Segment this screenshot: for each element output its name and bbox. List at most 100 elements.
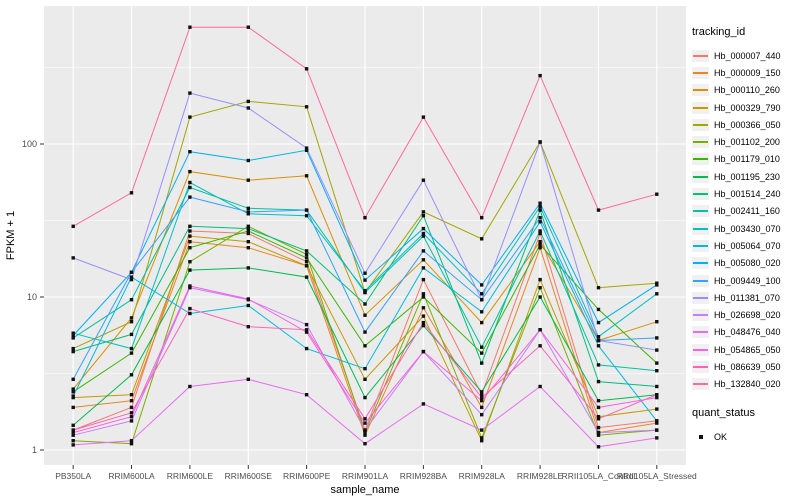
legend-key-icon <box>692 309 709 322</box>
data-point <box>363 344 367 348</box>
data-point <box>304 275 309 279</box>
legend-key-icon <box>692 118 709 131</box>
data-point <box>304 214 309 218</box>
legend-item-Hb_005064_070: Hb_005064_070 <box>692 237 797 254</box>
data-point <box>188 286 192 290</box>
legend-item-label: Hb_011381_070 <box>714 292 780 303</box>
data-point <box>421 295 426 299</box>
data-point <box>246 226 250 231</box>
data-point <box>480 216 484 220</box>
data-point <box>480 351 484 355</box>
data-point <box>538 208 542 212</box>
legend-item-Hb_000329_790: Hb_000329_790 <box>692 99 797 116</box>
data-point <box>538 201 542 205</box>
data-point <box>363 302 367 306</box>
legend-item-label: Hb_000366_050 <box>714 119 781 130</box>
data-point <box>246 246 250 250</box>
data-point <box>363 430 367 435</box>
data-point <box>421 349 426 354</box>
data-point <box>129 399 134 403</box>
data-point <box>304 260 309 264</box>
data-point <box>596 415 601 419</box>
legend-key-icon <box>692 274 709 287</box>
y-axis: 1 10 100 FPKM + 1 <box>5 139 44 455</box>
data-point <box>480 436 484 440</box>
legend-key-icon <box>692 136 709 149</box>
data-point <box>538 344 542 348</box>
data-point <box>246 377 250 381</box>
legend-item-Hb_001179_010: Hb_001179_010 <box>692 151 797 168</box>
legend-key-icon <box>692 84 709 97</box>
y-axis-title: FPKM + 1 <box>5 211 17 260</box>
data-point <box>421 314 426 318</box>
data-point <box>480 390 484 394</box>
legend-key-icon <box>692 239 709 252</box>
data-point <box>596 433 601 437</box>
legend-key-icon <box>692 101 709 114</box>
data-point <box>129 351 134 355</box>
data-point <box>655 348 659 352</box>
data-point <box>480 428 484 432</box>
data-point <box>421 226 426 231</box>
data-point <box>71 377 75 381</box>
data-point <box>246 229 250 233</box>
data-point <box>188 115 192 119</box>
data-point <box>71 423 75 427</box>
data-point <box>129 320 134 324</box>
data-point <box>71 439 75 443</box>
data-point <box>421 320 426 325</box>
data-point <box>596 379 601 384</box>
x-tick-label: RRII105LA_Stressed <box>617 471 697 481</box>
data-point <box>71 256 75 260</box>
data-point <box>655 336 659 340</box>
data-point <box>129 439 134 443</box>
data-point <box>188 311 192 316</box>
legend-key-icon <box>692 257 709 270</box>
data-point <box>71 331 75 335</box>
y-tick-label: 10 <box>27 292 37 302</box>
data-point <box>246 210 250 214</box>
data-point <box>71 394 75 398</box>
data-point <box>421 266 426 270</box>
y-tick-label: 100 <box>22 139 37 149</box>
data-point <box>304 148 309 152</box>
data-point <box>129 393 134 397</box>
legend-key-icon <box>692 153 709 166</box>
data-point <box>246 240 250 244</box>
data-point <box>188 169 192 174</box>
data-point <box>246 206 250 210</box>
data-point <box>71 428 75 432</box>
data-point <box>129 270 134 274</box>
legend-item-Hb_005080_020: Hb_005080_020 <box>692 255 797 272</box>
data-point <box>596 425 601 430</box>
legend-title-quant-status: quant_status <box>692 406 755 419</box>
data-point <box>655 384 659 389</box>
data-point <box>71 333 75 338</box>
legend: tracking_id Hb_000007_440 Hb_000009_150 Hb… <box>692 26 797 445</box>
legend-item-Hb_026698_020: Hb_026698_020 <box>692 306 797 323</box>
data-point <box>188 185 192 190</box>
legend-item-label: Hb_000110_260 <box>714 85 780 96</box>
data-point <box>421 258 426 262</box>
data-point <box>480 439 484 443</box>
legend-item-label: Hb_000009_150 <box>714 67 781 78</box>
legend-item-Hb_054865_050: Hb_054865_050 <box>692 341 797 358</box>
legend-item-Hb_003430_070: Hb_003430_070 <box>692 220 797 237</box>
data-point <box>421 249 426 253</box>
data-point <box>421 277 426 282</box>
data-point <box>363 421 367 425</box>
data-point <box>480 361 484 365</box>
data-point <box>480 310 484 314</box>
legend-item-Hb_000366_050: Hb_000366_050 <box>692 116 797 133</box>
data-point <box>304 264 309 268</box>
data-point <box>655 421 659 425</box>
data-point <box>246 178 250 182</box>
data-point <box>71 224 75 228</box>
x-tick-label: RRIM600SE <box>225 471 273 481</box>
data-point <box>421 234 426 238</box>
data-point <box>188 229 192 233</box>
data-point <box>304 330 309 334</box>
data-point <box>71 387 75 391</box>
legend-key-icon <box>692 188 709 201</box>
